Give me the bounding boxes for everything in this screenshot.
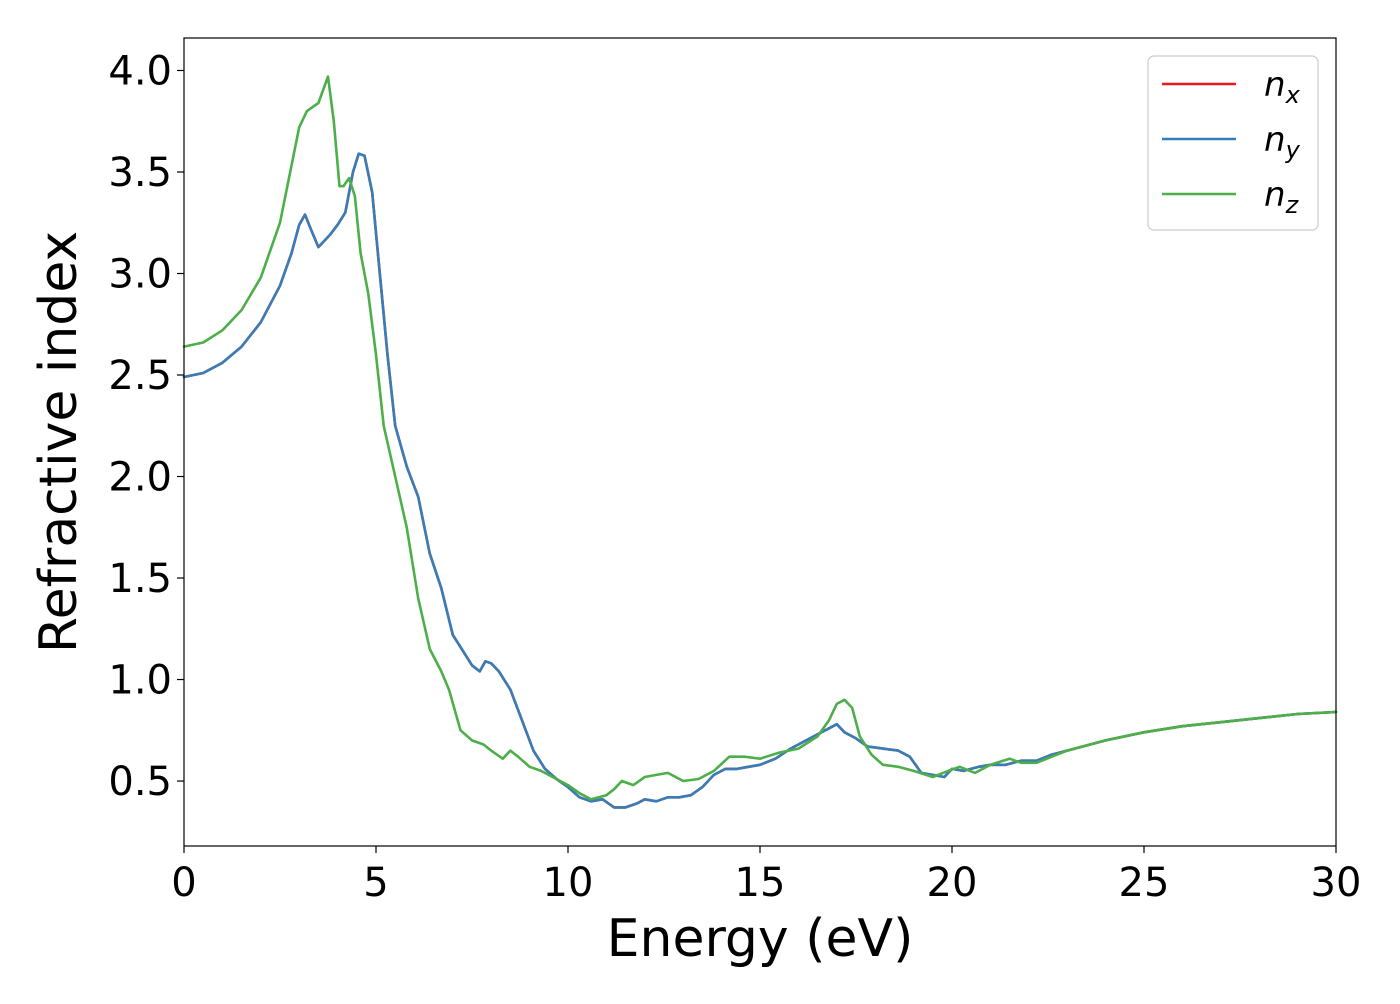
legend-frame: [1147, 55, 1319, 231]
y-tick-label: 2.5: [108, 353, 172, 399]
series-line-n-z: [182, 75, 1338, 801]
x-tick-label: 0: [171, 860, 196, 906]
y-tick-label: 1.0: [108, 658, 172, 704]
y-axis-title: Refractive index: [29, 231, 89, 653]
x-tick-label: 10: [543, 860, 594, 906]
y-tick-label: 0.5: [108, 759, 172, 805]
x-axis-ticks: 0 5 10 15 20 25 30: [171, 846, 1361, 906]
y-tick-label: 4.0: [108, 48, 172, 94]
series-line-n-y: [182, 152, 1338, 809]
x-tick-label: 30: [1311, 860, 1362, 906]
legend-label-x: nx: [1264, 65, 1301, 109]
y-axis-ticks: 0.5 1.0 1.5 2.0 2.5 3.0 3.5 4.0: [108, 48, 184, 805]
x-tick-label: 15: [735, 860, 786, 906]
legend-label-z: nz: [1264, 175, 1300, 219]
x-tick-label: 20: [927, 860, 978, 906]
x-axis-title: Energy (eV): [607, 909, 914, 969]
legend: nx ny nz: [1147, 55, 1319, 231]
series-layer: [182, 75, 1338, 809]
y-tick-label: 3.0: [108, 251, 172, 297]
y-tick-label: 3.5: [108, 150, 172, 196]
x-tick-label: 25: [1119, 860, 1170, 906]
legend-label-y: ny: [1264, 120, 1301, 164]
plot-area: [184, 38, 1336, 846]
y-tick-label: 2.0: [108, 455, 172, 501]
x-tick-label: 5: [363, 860, 388, 906]
y-tick-label: 1.5: [108, 556, 172, 602]
